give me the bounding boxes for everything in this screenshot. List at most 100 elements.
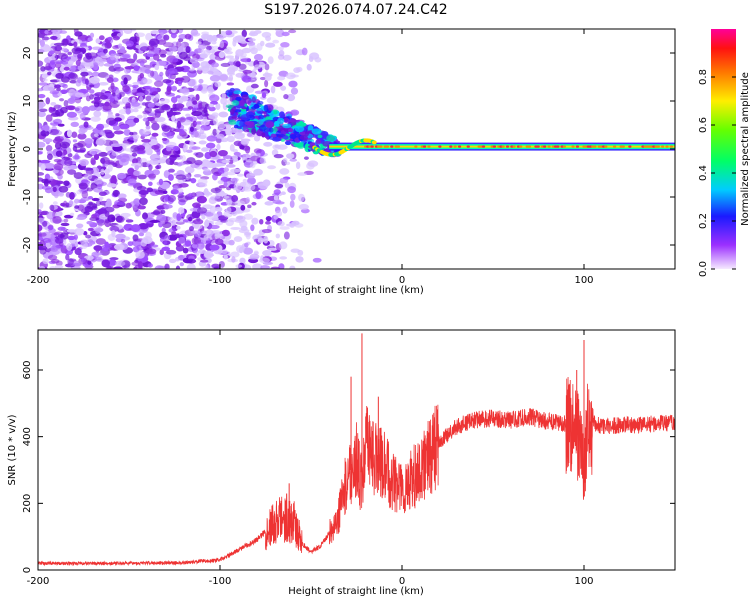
spectrogram-cell [203, 168, 210, 172]
spectrogram-cell [164, 263, 170, 269]
spectrogram-cell [215, 133, 225, 139]
spectrogram-cell [156, 214, 167, 222]
spectrogram-cell [182, 219, 189, 223]
spectrogram-cell [231, 256, 236, 263]
spectrogram-cell [164, 234, 171, 241]
spectrogram-cell [102, 129, 113, 134]
spectrogram-cell [52, 186, 57, 193]
spectrogram-cell [65, 254, 70, 261]
spectrogram-cell [50, 101, 57, 106]
spectrogram-cell [203, 49, 211, 56]
snr-y-tick-label: 200 [22, 494, 33, 513]
spectrogram-cell [225, 104, 234, 109]
spectrogram-cell [85, 95, 91, 102]
signal-line-peak [466, 145, 470, 148]
spectrogram-cell [253, 148, 262, 154]
spectrogram-cell [145, 146, 150, 150]
spectrogram-cell [66, 111, 78, 118]
spectrogram-cell [104, 160, 115, 165]
spectrogram-cell [177, 105, 183, 112]
spectrogram-cell [60, 47, 68, 52]
spectrogram-cell [250, 224, 255, 232]
spectrogram-cell [119, 143, 130, 147]
spectrogram-cell [132, 108, 139, 113]
spectrogram-cell [43, 124, 50, 132]
spectrogram-cell [232, 155, 238, 160]
spectrogram-cell [107, 36, 113, 41]
spectrogram-cell [168, 168, 175, 173]
spectrogram-cell [197, 249, 207, 254]
colorbar-gradient [711, 29, 736, 269]
spectrogram-cell [176, 162, 186, 166]
spectrogram-cell [148, 40, 156, 47]
spectrogram-cell [267, 239, 275, 247]
spectrogram-cell [59, 98, 65, 102]
spectrogram-cell [131, 261, 142, 267]
spectrogram-cell [315, 139, 322, 145]
spectrogram-cell [186, 258, 197, 264]
spectrogram-cell [251, 96, 256, 103]
spectrogram-cell [189, 126, 194, 132]
spectrogram-cell [294, 223, 304, 228]
spectrogram-cell [54, 45, 63, 52]
signal-line-peak [562, 145, 566, 148]
spectrogram-cell [199, 259, 209, 263]
spectrogram-cell [156, 164, 162, 170]
spectrogram-cell [221, 92, 227, 99]
spectrogram-cell [123, 129, 131, 136]
spectrogram-cell [58, 192, 65, 196]
snr-y-tick-label: 0 [22, 567, 33, 573]
spectrogram-cell [67, 258, 74, 266]
spectrogram-cell [75, 59, 81, 66]
spectrogram-cell [191, 96, 197, 105]
spectrogram-cell [77, 88, 89, 94]
spectrogram-cell [80, 197, 90, 202]
spectrogram-cell [194, 232, 202, 238]
spectrogram-cell [289, 265, 296, 269]
spectrogram-cell [231, 177, 238, 185]
spectrogram-cell [261, 31, 272, 38]
spectrogram-cell [153, 53, 160, 61]
spectrogram-cell [267, 56, 274, 64]
spectrogram-cell [288, 29, 297, 34]
spectrogram-cell [273, 81, 283, 87]
figure-title: S197.2026.074.07.24.C42 [264, 2, 447, 18]
spectrogram-cell [70, 212, 75, 217]
spectrogram-cell [249, 253, 260, 260]
spectrogram-cell [124, 66, 135, 70]
spectrogram-cell [274, 183, 284, 189]
spectrogram-cell [221, 249, 228, 255]
spectrogram-cell [69, 65, 76, 72]
spectrogram-cell [176, 225, 181, 230]
spectrogram-cell [218, 111, 229, 118]
spectrogram-cell [184, 33, 192, 40]
spectrogram-cell [192, 218, 204, 225]
spectrogram-cell [211, 40, 217, 45]
spectrogram-cell [38, 88, 44, 92]
spectrogram-cell [106, 77, 114, 83]
spectrogram-cell [163, 34, 170, 41]
spectrogram-cell [105, 117, 117, 126]
spectrogram-cell [91, 197, 100, 202]
spectrogram-cell [131, 84, 139, 89]
spectrogram-cell [40, 44, 51, 53]
spectrogram-cell [168, 46, 178, 52]
spectrogram-cell [63, 218, 69, 223]
spectrogram-cell [60, 232, 69, 240]
spectrogram-cell [122, 53, 131, 59]
spectrogram-cell [55, 237, 64, 244]
signal-line-peak [396, 145, 400, 148]
spectrogram-cell [41, 73, 48, 79]
spectrogram-cell [48, 50, 55, 55]
spectrogram-cell [200, 48, 205, 56]
spectrogram-cell [230, 108, 235, 115]
spectrogram-cell [177, 79, 183, 87]
spectrogram-cell [57, 52, 69, 60]
spectrogram-cell [203, 211, 214, 217]
spectrogram-cell [232, 148, 238, 153]
spectrogram-cell [87, 45, 92, 51]
spectrogram-cell [136, 114, 143, 119]
colorbar-ticks: 0.0 0.2 0.4 0.6 0.8 [698, 69, 736, 277]
spectrogram-cell [159, 71, 164, 77]
spectrogram-cell [209, 205, 217, 214]
